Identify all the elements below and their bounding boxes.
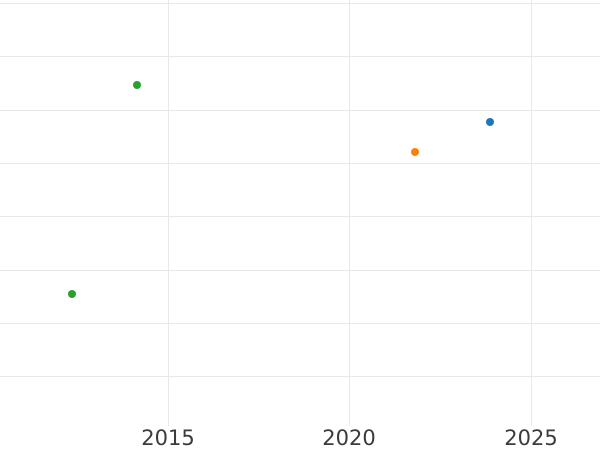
gridline-horizontal (0, 323, 600, 324)
gridline-vertical (168, 0, 169, 426)
gridline-horizontal (0, 163, 600, 164)
gridline-vertical (531, 0, 532, 426)
data-point-blue (486, 118, 494, 126)
gridline-horizontal (0, 3, 600, 4)
gridline-horizontal (0, 56, 600, 57)
gridline-horizontal (0, 270, 600, 271)
gridline-horizontal (0, 216, 600, 217)
data-point-orange (411, 148, 419, 156)
gridline-horizontal (0, 376, 600, 377)
data-point-green (133, 81, 141, 89)
x-axis-tick-label: 2020 (322, 426, 376, 450)
x-axis-tick-label: 2015 (141, 426, 195, 450)
gridline-horizontal (0, 110, 600, 111)
data-point-green (68, 290, 76, 298)
x-axis-tick-label: 2025 (504, 426, 558, 450)
gridline-vertical (349, 0, 350, 426)
